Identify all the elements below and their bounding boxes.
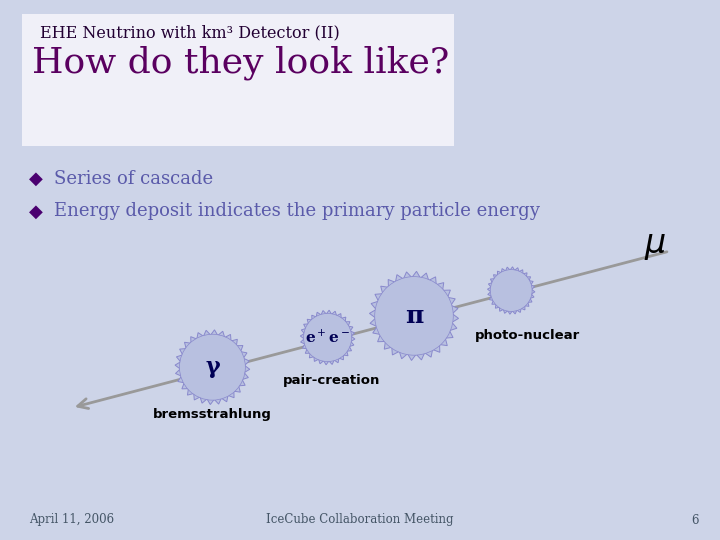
Text: Energy deposit indicates the primary particle energy: Energy deposit indicates the primary par… [54, 202, 540, 220]
Text: γ: γ [205, 356, 220, 378]
Text: 6: 6 [691, 514, 698, 526]
Text: bremsstrahlung: bremsstrahlung [153, 408, 272, 421]
Text: ◆: ◆ [29, 202, 42, 220]
Polygon shape [487, 267, 535, 314]
Text: e$^+$e$^-$: e$^+$e$^-$ [305, 329, 350, 346]
FancyBboxPatch shape [22, 14, 454, 146]
Text: ◆: ◆ [29, 170, 42, 188]
Ellipse shape [179, 334, 246, 400]
Text: $\mu$: $\mu$ [644, 229, 667, 262]
Ellipse shape [304, 313, 351, 362]
Text: IceCube Collaboration Meeting: IceCube Collaboration Meeting [266, 514, 454, 526]
Ellipse shape [374, 276, 454, 355]
Text: photo-nuclear: photo-nuclear [475, 329, 580, 342]
Text: April 11, 2006: April 11, 2006 [29, 514, 114, 526]
Polygon shape [175, 330, 250, 404]
Text: π: π [405, 304, 423, 328]
Ellipse shape [490, 269, 532, 312]
Polygon shape [369, 271, 459, 361]
Text: EHE Neutrino with km³ Detector (II): EHE Neutrino with km³ Detector (II) [40, 24, 339, 41]
Polygon shape [300, 310, 355, 365]
Text: pair-creation: pair-creation [282, 374, 380, 387]
Text: Series of cascade: Series of cascade [54, 170, 213, 188]
Text: How do they look like?: How do they look like? [32, 46, 450, 80]
